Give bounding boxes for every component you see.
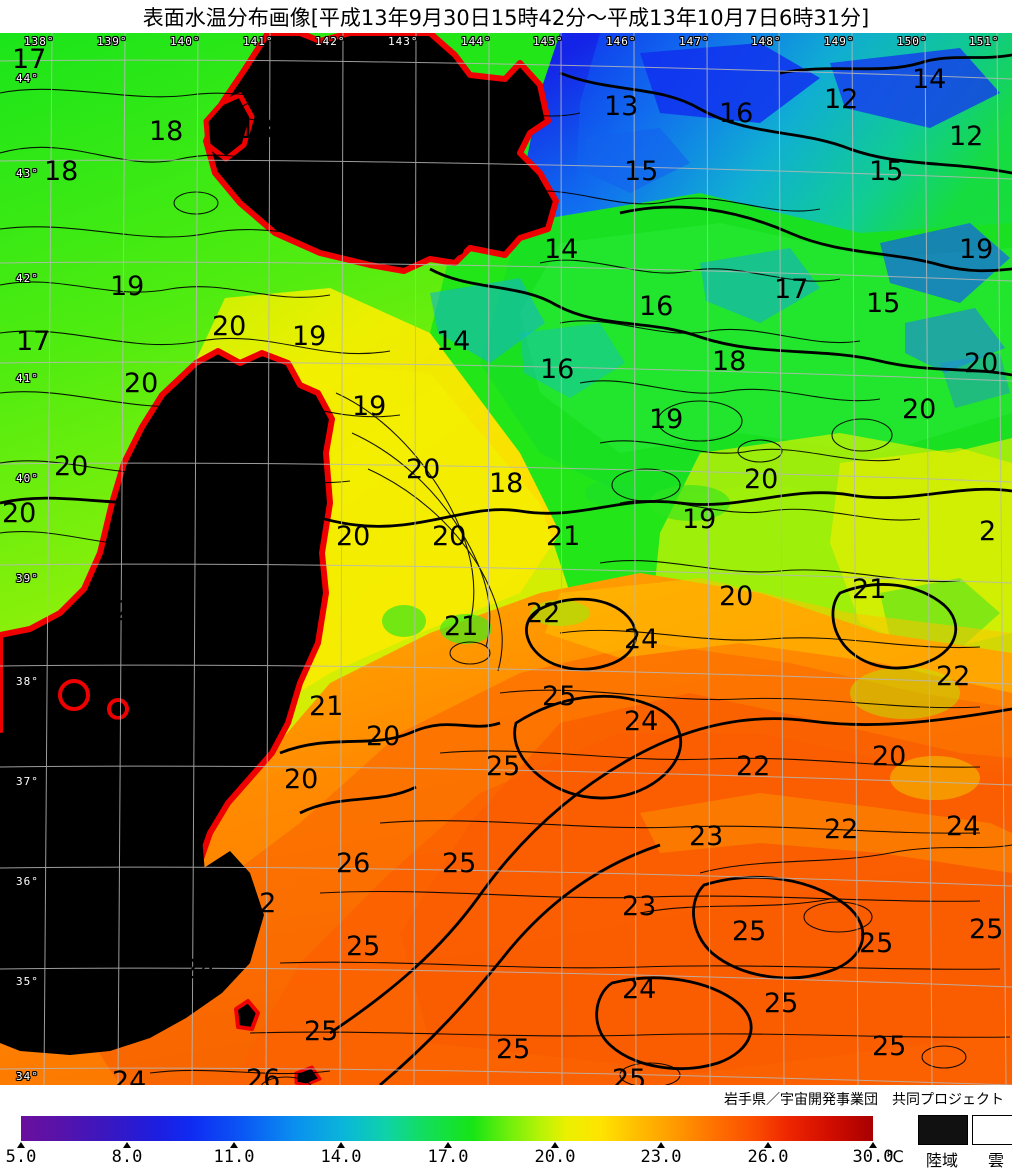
colorbar-tick-label: 11.0 (213, 1147, 255, 1167)
colorbar-tick (337, 1142, 345, 1148)
sst-map-graphic (0, 33, 1012, 1085)
colorbar-tick-label: 26.0 (747, 1147, 789, 1167)
colorbar-tick (17, 1142, 25, 1148)
colorbar-tick-label: 5.0 (5, 1147, 37, 1167)
colorbar-tick (123, 1142, 131, 1148)
credit-text: 岩手県／宇宙開発事業団 共同プロジェクト (724, 1092, 1004, 1108)
colorbar-tick-label: 14.0 (320, 1147, 362, 1167)
legend-footer: 岩手県／宇宙開発事業団 共同プロジェクト 5.0 8.0 11.0 14.0 17.0 2… (0, 1085, 1012, 1170)
sst-map-canvas[interactable]: 138° 139° 140° 141° 142° 143° 144° 145° 146° 147°… (0, 33, 1012, 1085)
land-key-label: 陸域 (925, 1151, 958, 1170)
island-niijima (294, 1065, 322, 1085)
contour-lines-thin (0, 88, 1012, 1085)
lake-spot (107, 698, 129, 720)
colorbar-tick-label: 20.0 (534, 1147, 576, 1167)
colorbar-tick-label: 30.0 (852, 1147, 894, 1167)
colorbar-tick (657, 1142, 665, 1148)
contour-lines-bold (0, 53, 1012, 1085)
colorbar-tick-label: 23.0 (640, 1147, 682, 1167)
colorbar-wrap: 5.0 8.0 11.0 14.0 17.0 20.0 23.0 26.0 30.0 ℃ 陸域 … (0, 1115, 1012, 1170)
land-key-swatch (918, 1115, 968, 1145)
colorbar-tick (230, 1142, 238, 1148)
page-title: 表面水温分布画像[平成13年9月30日15時42分～平成13年10月7日6時31… (142, 5, 870, 30)
hokkaido-landmass (203, 33, 559, 274)
island-oshima (234, 999, 260, 1031)
cloud-key-label: 雲 (987, 1151, 1004, 1170)
colorbar-tick (551, 1142, 559, 1148)
unit-label: ℃ (886, 1147, 904, 1166)
lat-lon-grid (0, 33, 1012, 1085)
cloud-key-swatch (972, 1115, 1012, 1145)
colorbar-tick-label: 8.0 (111, 1147, 143, 1167)
colorbar-tick (869, 1142, 877, 1148)
colorbar-tick (444, 1142, 452, 1148)
landmass-group (0, 33, 559, 1085)
no-data-region (0, 723, 205, 1043)
temperature-colorbar (21, 1116, 873, 1141)
lake-spot (58, 679, 90, 711)
colorbar-tick (764, 1142, 772, 1148)
colorbar-tick-label: 17.0 (427, 1147, 469, 1167)
